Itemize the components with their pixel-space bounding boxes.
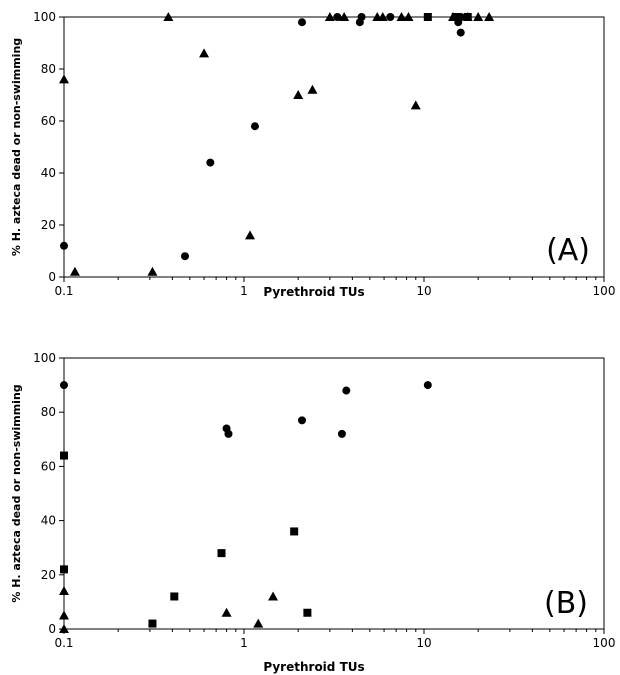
y-axis-label: % H. azteca dead or non-swimming: [10, 384, 23, 602]
y-tick-label: 0: [48, 270, 56, 284]
y-tick-label: 80: [41, 405, 56, 419]
data-point-triangle: [377, 12, 388, 21]
data-point-square: [451, 13, 460, 21]
data-point-circle: [60, 381, 68, 390]
data-point-square: [423, 13, 432, 21]
data-point-circle: [423, 381, 432, 390]
data-point-circle: [297, 416, 306, 425]
plot-frame: [63, 16, 605, 278]
y-tick-label: 20: [41, 568, 56, 582]
y-tick-label: 60: [41, 459, 56, 473]
panel-label: (B): [544, 586, 588, 621]
y-axis-label: % H. azteca dead or non-swimming: [10, 38, 23, 256]
data-point-triangle: [59, 586, 69, 596]
data-point-circle: [357, 13, 366, 21]
x-tick-label: 1: [240, 636, 248, 650]
x-tick-label: 10: [416, 284, 431, 298]
data-point-triangle: [339, 12, 350, 21]
data-point-circle: [456, 28, 465, 37]
data-point-square: [303, 608, 312, 617]
data-point-square: [290, 527, 299, 536]
data-point-triangle: [307, 84, 318, 94]
data-point-triangle: [59, 624, 69, 633]
data-point-square: [60, 565, 68, 574]
data-point-square: [148, 619, 157, 628]
data-point-triangle: [293, 90, 304, 99]
data-point-circle: [297, 18, 306, 27]
x-tick-label: 10: [416, 636, 431, 650]
data-point-circle: [250, 122, 259, 131]
data-point-circle: [337, 429, 346, 438]
chart-panel-a: 0 20 40 60 80 100 0.1 1 10 100 Pyrethroid TUs % H. …: [10, 10, 615, 299]
data-point-square: [170, 592, 179, 601]
y-tick-label: 40: [41, 514, 56, 528]
x-tick-label: 1: [240, 284, 248, 298]
x-tick-label: 100: [593, 636, 616, 650]
data-point-triangle: [59, 74, 69, 84]
data-point-square: [463, 13, 472, 21]
chart-panel-b: 0 20 40 60 80 100 0.1 1 10 100 Pyrethroid TUs % H. …: [10, 351, 615, 674]
data-point-triangle: [253, 618, 264, 628]
data-point-square: [60, 451, 68, 460]
panel-label: (A): [546, 233, 590, 268]
data-point-circle: [386, 13, 395, 21]
y-tick-label: 80: [41, 62, 56, 76]
data-point-triangle: [410, 100, 421, 110]
data-point-triangle: [221, 607, 232, 617]
data-point-circle: [60, 241, 68, 250]
data-point-triangle: [245, 230, 256, 240]
data-point-circle: [333, 13, 342, 21]
x-axis-label: Pyrethroid TUs: [263, 660, 364, 674]
data-point-triangle: [199, 48, 210, 58]
y-tick-label: 20: [41, 218, 56, 232]
x-axis-label: Pyrethroid TUs: [263, 285, 364, 299]
data-point-square: [217, 549, 226, 558]
y-tick-label: 40: [41, 166, 56, 180]
data-point-triangle: [147, 266, 158, 276]
data-point-circle: [180, 252, 189, 261]
data-point-circle: [342, 386, 351, 395]
data-point-triangle: [59, 610, 69, 620]
data-point-triangle: [324, 12, 335, 21]
data-point-triangle: [396, 12, 407, 21]
data-point-triangle: [69, 266, 80, 276]
x-tick-label: 0.1: [54, 636, 73, 650]
y-tick-label: 0: [48, 622, 56, 636]
data-point-triangle: [403, 12, 414, 21]
y-tick-label: 100: [33, 351, 56, 365]
x-tick-label: 0.1: [54, 284, 73, 298]
data-point-circle: [224, 429, 233, 438]
data-point-triangle: [268, 591, 279, 601]
data-point-triangle: [484, 12, 495, 21]
x-tick-label: 100: [593, 284, 616, 298]
data-point-triangle: [163, 12, 174, 21]
y-tick-label: 60: [41, 114, 56, 128]
data-point-triangle: [473, 12, 484, 21]
y-tick-label: 100: [33, 10, 56, 24]
plot-frame: [63, 357, 605, 630]
data-point-circle: [206, 158, 215, 167]
